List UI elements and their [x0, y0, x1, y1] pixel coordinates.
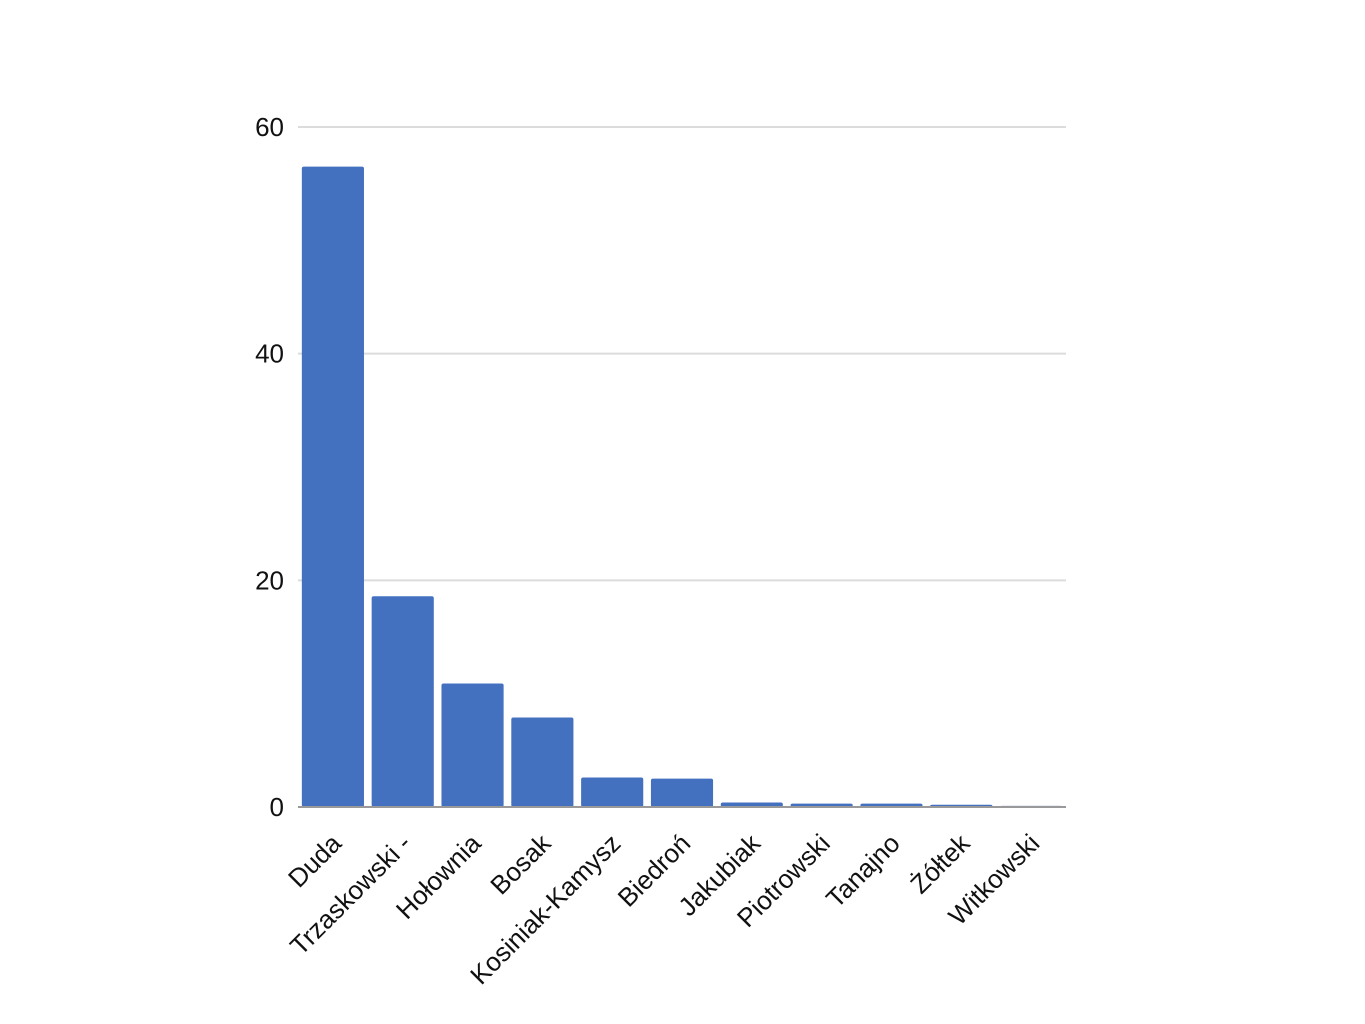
bar	[441, 683, 504, 807]
y-tick-label: 20	[255, 565, 284, 595]
bar	[720, 802, 783, 807]
bar	[511, 717, 574, 807]
bar	[650, 778, 714, 807]
x-tick-label: Tanajno	[820, 828, 906, 914]
bar	[371, 596, 434, 807]
y-tick-label: 0	[270, 792, 284, 822]
bar	[581, 777, 644, 807]
x-tick-label: Trzaskowski -	[284, 828, 417, 961]
y-tick-label: 40	[255, 339, 284, 369]
y-tick-label: 60	[255, 112, 284, 142]
x-tick-label: Duda	[282, 828, 348, 894]
bar	[301, 166, 364, 807]
